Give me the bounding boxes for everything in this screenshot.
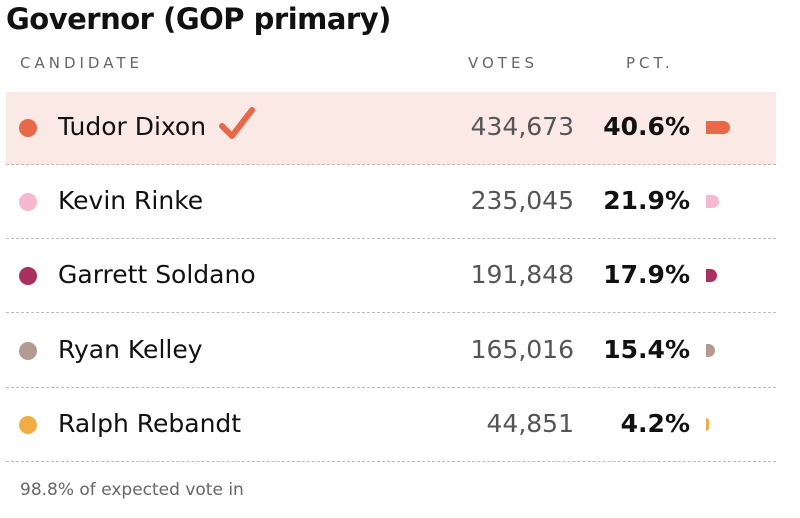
vote-percent: 15.4% xyxy=(603,334,690,364)
winner-check xyxy=(219,107,255,139)
result-row: Garrett Soldano 191,848 17.9% xyxy=(6,240,776,314)
vote-percent: 40.6% xyxy=(603,112,690,141)
candidate-name: Ryan Kelley xyxy=(58,334,203,364)
candidate-name: Kevin Rinke xyxy=(58,186,204,216)
percent-bar xyxy=(706,343,716,357)
column-header: CANDIDATE xyxy=(20,54,143,72)
vote-count: 434,673 xyxy=(470,112,574,141)
party-dot xyxy=(19,341,37,360)
party-dot xyxy=(19,415,37,434)
candidate-name: Ralph Rebandt xyxy=(58,408,242,438)
party-dot xyxy=(19,119,37,137)
vote-count: 44,851 xyxy=(486,408,574,438)
candidate-name: Tudor Dixon xyxy=(58,112,207,141)
vote-count: 191,848 xyxy=(470,260,574,290)
vote-percent: 21.9% xyxy=(603,186,690,216)
column-header: VOTES xyxy=(468,54,538,72)
percent-bar xyxy=(706,417,709,431)
percent-bar xyxy=(706,121,731,134)
result-row: Ryan Kelley 165,016 15.4% xyxy=(6,315,776,388)
party-dot xyxy=(19,193,37,212)
result-row: Kevin Rinke 235,045 21.9% xyxy=(6,166,776,240)
result-row: Tudor Dixon 434,673 40.6% xyxy=(6,92,776,165)
party-dot xyxy=(19,267,37,286)
vote-percent: 4.2% xyxy=(620,408,690,438)
candidate-name: Garrett Soldano xyxy=(58,260,256,290)
vote-count: 165,016 xyxy=(470,334,574,364)
result-row: Ralph Rebandt 44,851 4.2% xyxy=(6,389,776,462)
vote-count: 235,045 xyxy=(470,186,574,216)
column-header: PCT. xyxy=(626,54,674,72)
footer-note: 98.8% of expected vote in xyxy=(20,480,244,500)
title: Governor (GOP primary) xyxy=(6,2,391,36)
percent-bar xyxy=(706,269,717,283)
percent-bar xyxy=(706,195,720,209)
vote-percent: 17.9% xyxy=(603,260,690,290)
